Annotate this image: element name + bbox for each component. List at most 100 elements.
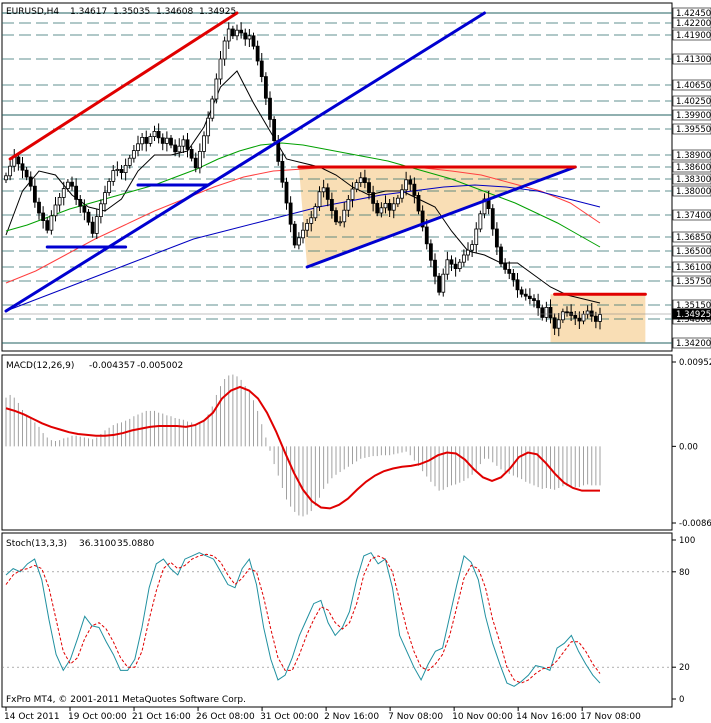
- bar-body: [156, 130, 161, 139]
- bar-body: [433, 259, 437, 277]
- bar-body: [284, 181, 289, 204]
- bar-body: [334, 210, 338, 223]
- bar-body: [57, 196, 62, 206]
- bar-body: [90, 221, 95, 234]
- price-axis-label: 1.36500: [676, 247, 711, 257]
- bar-body: [123, 164, 128, 173]
- bar-body: [503, 263, 508, 270]
- price-label-box: [672, 337, 711, 349]
- bar-body: [94, 216, 99, 234]
- bar-body: [218, 58, 223, 80]
- bar-body: [470, 244, 475, 251]
- stoch-panel-frame: [1, 532, 673, 708]
- bar-body: [589, 310, 594, 317]
- price-axis-label: 1.35750: [676, 277, 711, 287]
- bar-body: [453, 263, 458, 270]
- bar-body: [226, 28, 231, 42]
- stoch-levels: [2, 571, 672, 668]
- bar-body: [70, 181, 74, 187]
- bar-body: [412, 183, 417, 196]
- price-axis-label: 1.38900: [676, 151, 711, 161]
- bar-body: [268, 97, 272, 120]
- bar-body: [428, 243, 433, 261]
- bar-body: [78, 198, 83, 207]
- bar-body: [301, 229, 305, 239]
- stoch-panel: Stoch(13,3,3) 36.3100 35.0880 FxPro MT4,…: [1, 532, 695, 708]
- price-axis-label: 1.34200: [676, 339, 711, 349]
- time-axis-label: 31 Oct 00:00: [260, 712, 319, 722]
- bar-body: [367, 182, 371, 194]
- bar-body: [313, 206, 318, 219]
- bar-body: [206, 117, 211, 137]
- bar-body: [449, 259, 454, 265]
- bar-body: [74, 185, 79, 200]
- price-axis-label: 1.38300: [676, 175, 711, 185]
- bar-body: [593, 315, 598, 322]
- bar-body: [515, 279, 520, 291]
- price-label-box: [672, 161, 711, 173]
- bar-body: [185, 139, 190, 150]
- bar-body: [329, 198, 334, 211]
- ohlc-open: 1.34617: [70, 7, 107, 17]
- bar-body: [565, 311, 569, 314]
- price-axis-label: 1.41300: [676, 55, 711, 65]
- bar-body: [20, 163, 25, 171]
- bar-body: [437, 275, 442, 293]
- time-axis-label: 17 Nov 08:00: [580, 712, 641, 722]
- bar-body: [317, 191, 322, 208]
- price-axis-label: 1.38600: [676, 163, 711, 173]
- bar-body: [494, 228, 499, 248]
- bar-body: [107, 180, 112, 193]
- bar-body: [346, 198, 351, 211]
- price-label-box: [672, 109, 711, 121]
- bar-body: [532, 298, 536, 302]
- bar-body: [499, 246, 503, 265]
- bar-body: [511, 272, 516, 281]
- bar-body: [230, 28, 235, 37]
- stoch-axis-label: 100: [679, 536, 695, 546]
- price-label-box: [672, 123, 711, 135]
- price-label-box: [672, 53, 711, 65]
- bar-body: [82, 205, 87, 213]
- bar-body: [65, 181, 70, 189]
- time-axis-label: 14 Nov 16:00: [516, 712, 577, 722]
- bar-body: [255, 45, 260, 62]
- price-axis-label: 1.39900: [676, 111, 711, 121]
- stoch-axis-label: 20: [679, 663, 690, 673]
- bar-body: [127, 157, 132, 166]
- bar-body: [395, 197, 400, 205]
- macd-signal-line: [5, 385, 600, 510]
- time-axis-label: 19 Oct 00:00: [68, 712, 127, 722]
- bar-body: [119, 168, 124, 173]
- bar-body: [222, 40, 227, 60]
- bar-body: [519, 289, 524, 295]
- price-axis-label: 1.37400: [676, 211, 711, 221]
- bar-body: [552, 317, 557, 329]
- bar-body: [251, 35, 256, 47]
- bar-body: [404, 179, 409, 191]
- bar-body: [544, 306, 549, 318]
- bar-body: [37, 201, 41, 214]
- bar-body: [280, 160, 285, 183]
- price-label-box: [672, 17, 711, 29]
- macd-axis: 0.009520 0.00 -0.008650: [672, 358, 711, 529]
- macd-axis-label: 0.009520: [679, 358, 711, 368]
- macd-signal: [5, 385, 600, 510]
- bar-body: [358, 177, 363, 184]
- price-axis-label: 1.40650: [676, 81, 711, 91]
- bar-body: [28, 176, 33, 187]
- bar-body: [391, 203, 396, 211]
- bar-body: [181, 139, 186, 147]
- bar-body: [362, 177, 367, 184]
- time-axis-label: 7 Nov 08:00: [388, 712, 443, 722]
- bar-body: [321, 187, 326, 193]
- ohlc-low: 1.34608: [156, 7, 193, 17]
- price-axis-label: 1.38000: [676, 187, 711, 197]
- time-axis-label: 26 Oct 08:00: [196, 712, 255, 722]
- price-panel: EURUSD,H4 1.34617 1.35035 1.34608 1.3492…: [1, 2, 711, 352]
- bar-body: [98, 203, 103, 218]
- bar-body: [235, 29, 239, 37]
- bar-body: [263, 76, 268, 99]
- bar-body: [239, 29, 244, 34]
- stoch-title: Stoch(13,3,3): [6, 539, 67, 549]
